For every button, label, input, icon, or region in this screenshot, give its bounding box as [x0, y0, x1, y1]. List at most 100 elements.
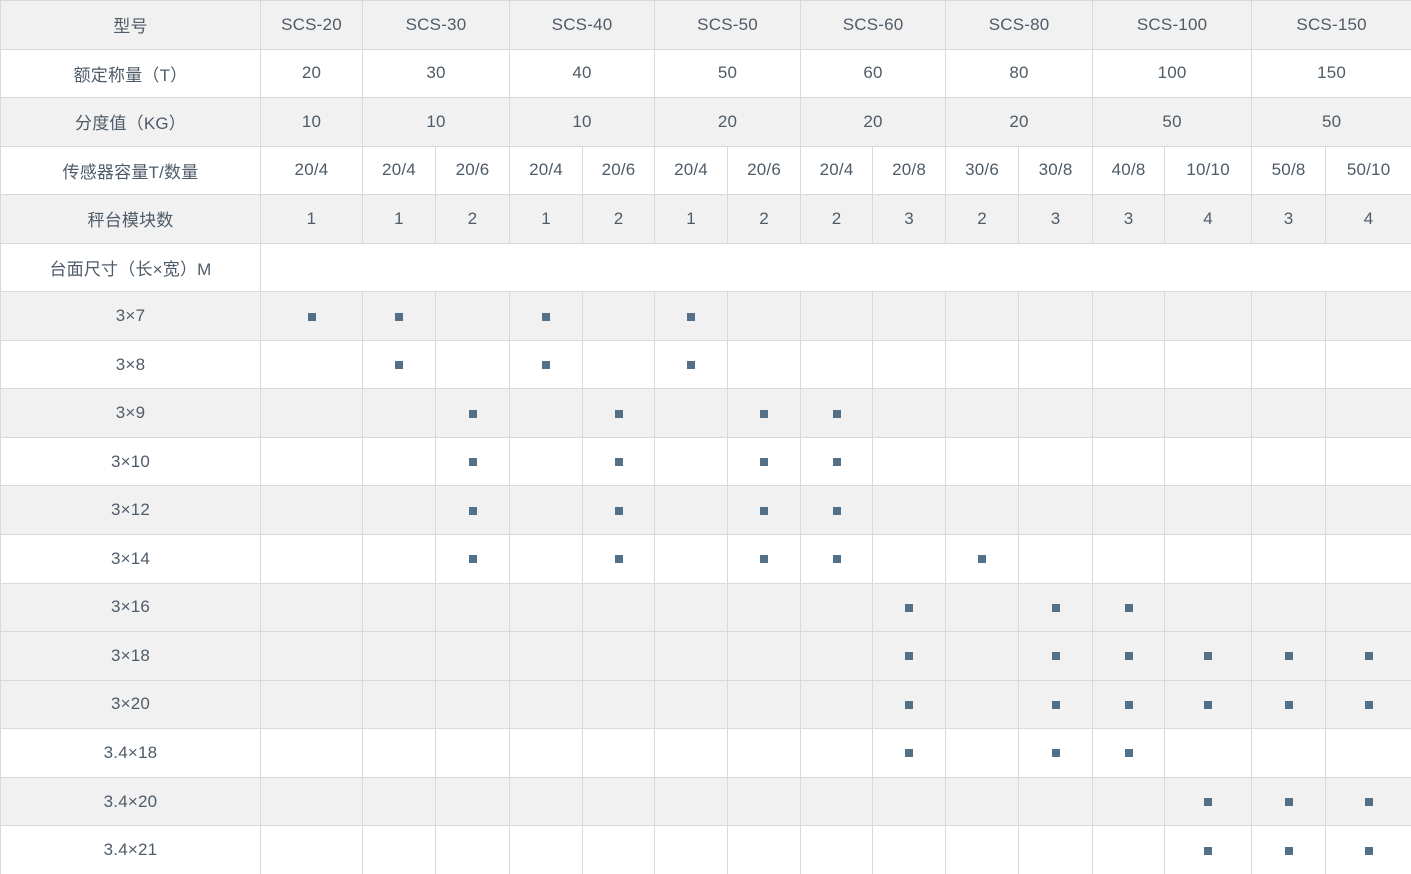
- platform-modules-cell: 3: [1092, 194, 1166, 244]
- sensor-capacity-cell: 50/8: [1251, 145, 1327, 196]
- check-marker: [614, 555, 623, 564]
- availability-cell-marked: [1018, 631, 1094, 681]
- availability-cell-marked: [434, 436, 511, 487]
- model-name-cell: SCS-80: [945, 0, 1094, 50]
- rated-capacity-cell: 40: [509, 48, 656, 99]
- model-name-cell: SCS-100: [1092, 0, 1253, 50]
- availability-cell-marked: [800, 485, 874, 536]
- availability-cell-empty: [509, 631, 584, 681]
- field-label-platform-modules: 秤台模块数: [0, 194, 261, 244]
- availability-cell-empty: [582, 631, 656, 681]
- check-marker: [1124, 652, 1133, 661]
- size-row: 3.4×21: [0, 825, 1411, 874]
- availability-cell-marked: [800, 534, 874, 584]
- availability-cell-empty: [1164, 339, 1253, 390]
- model-name-cell: SCS-50: [654, 0, 802, 50]
- field-label-sensor-capacity: 传感器容量T/数量: [0, 145, 261, 196]
- availability-cell-marked: [1018, 728, 1094, 778]
- rated-capacity-cell: 60: [800, 48, 947, 99]
- availability-cell-empty: [362, 485, 436, 536]
- sensor-capacity-cell: 20/4: [509, 145, 584, 196]
- check-marker: [760, 506, 769, 515]
- check-marker: [468, 555, 477, 564]
- check-marker: [395, 361, 403, 370]
- size-row: 3×12: [0, 485, 1411, 536]
- check-marker: [1051, 652, 1060, 661]
- availability-cell-empty: [509, 582, 584, 633]
- rated-capacity-cell: 20: [260, 48, 363, 99]
- size-label-cell: 3×7: [0, 291, 261, 341]
- check-marker: [614, 409, 623, 418]
- availability-cell-marked: [727, 534, 802, 584]
- field-label-model: 型号: [0, 0, 261, 50]
- check-marker: [905, 652, 914, 661]
- check-marker: [905, 749, 914, 758]
- availability-cell-marked: [872, 679, 947, 730]
- check-marker: [832, 555, 841, 564]
- availability-cell-marked: [1018, 582, 1094, 633]
- availability-cell-empty: [1251, 388, 1327, 438]
- check-marker: [978, 555, 987, 564]
- check-marker: [1284, 652, 1293, 661]
- division-value-cell: 20: [800, 97, 947, 147]
- availability-cell-marked: [1164, 631, 1253, 681]
- availability-cell-empty: [434, 728, 511, 778]
- check-marker: [905, 700, 914, 709]
- platform-modules-cell: 2: [582, 194, 656, 244]
- check-marker: [905, 603, 914, 612]
- availability-cell-marked: [1325, 679, 1411, 730]
- check-marker: [307, 312, 316, 321]
- rated-capacity-cell: 80: [945, 48, 1094, 99]
- availability-cell-empty: [1325, 534, 1411, 584]
- availability-cell-empty: [1325, 388, 1411, 438]
- availability-cell-empty: [945, 631, 1020, 681]
- sensor-capacity-cell: 20/4: [260, 145, 363, 196]
- availability-cell-empty: [582, 582, 656, 633]
- availability-cell-empty: [1251, 534, 1327, 584]
- check-marker: [1204, 652, 1213, 661]
- model-name-cell: SCS-30: [361, 0, 511, 50]
- size-label-cell: 3×14: [0, 534, 261, 584]
- availability-cell-empty: [1018, 291, 1094, 341]
- sensor-capacity-cell: 20/4: [654, 145, 729, 196]
- availability-cell-empty: [872, 485, 947, 536]
- check-marker: [760, 555, 769, 564]
- availability-cell-empty: [362, 825, 436, 874]
- size-label-cell: 3.4×20: [0, 776, 261, 827]
- availability-cell-empty: [1325, 339, 1411, 390]
- availability-cell-empty: [800, 291, 874, 341]
- availability-cell-marked: [1164, 825, 1253, 874]
- sensor-capacity-cell: 20/4: [800, 145, 874, 196]
- size-row: 3×9: [0, 388, 1411, 438]
- availability-cell-empty: [1325, 436, 1411, 487]
- check-marker: [468, 458, 477, 467]
- availability-cell-marked: [1251, 825, 1327, 874]
- availability-cell-empty: [582, 776, 656, 827]
- availability-cell-empty: [260, 631, 363, 681]
- availability-cell-marked: [434, 534, 511, 584]
- check-marker: [1204, 798, 1213, 807]
- availability-cell-marked: [1092, 679, 1166, 730]
- availability-cell-empty: [260, 728, 363, 778]
- availability-cell-empty: [362, 728, 436, 778]
- size-row: 3×8: [0, 339, 1411, 390]
- availability-cell-marked: [1092, 728, 1166, 778]
- size-label-cell: 3×12: [0, 485, 261, 536]
- availability-cell-empty: [800, 679, 874, 730]
- model-name-cell: SCS-150: [1251, 0, 1411, 50]
- availability-cell-empty: [1251, 582, 1327, 633]
- availability-cell-empty: [1164, 291, 1253, 341]
- sensor-capacity-cell: 50/10: [1325, 145, 1411, 196]
- platform-size-merged-cell: [259, 242, 1411, 293]
- availability-cell-empty: [1251, 436, 1327, 487]
- platform-modules-cell: 3: [1018, 194, 1094, 244]
- availability-cell-empty: [654, 825, 729, 874]
- platform-modules-cell: 1: [362, 194, 436, 244]
- availability-cell-empty: [260, 776, 363, 827]
- availability-cell-marked: [434, 388, 511, 438]
- availability-cell-marked: [509, 291, 584, 341]
- availability-cell-marked: [872, 631, 947, 681]
- platform-modules-row: 秤台模块数 1 1 2 1 2 1 2 2 3 2 3 3 4 3 4: [0, 194, 1411, 244]
- check-marker: [542, 312, 551, 321]
